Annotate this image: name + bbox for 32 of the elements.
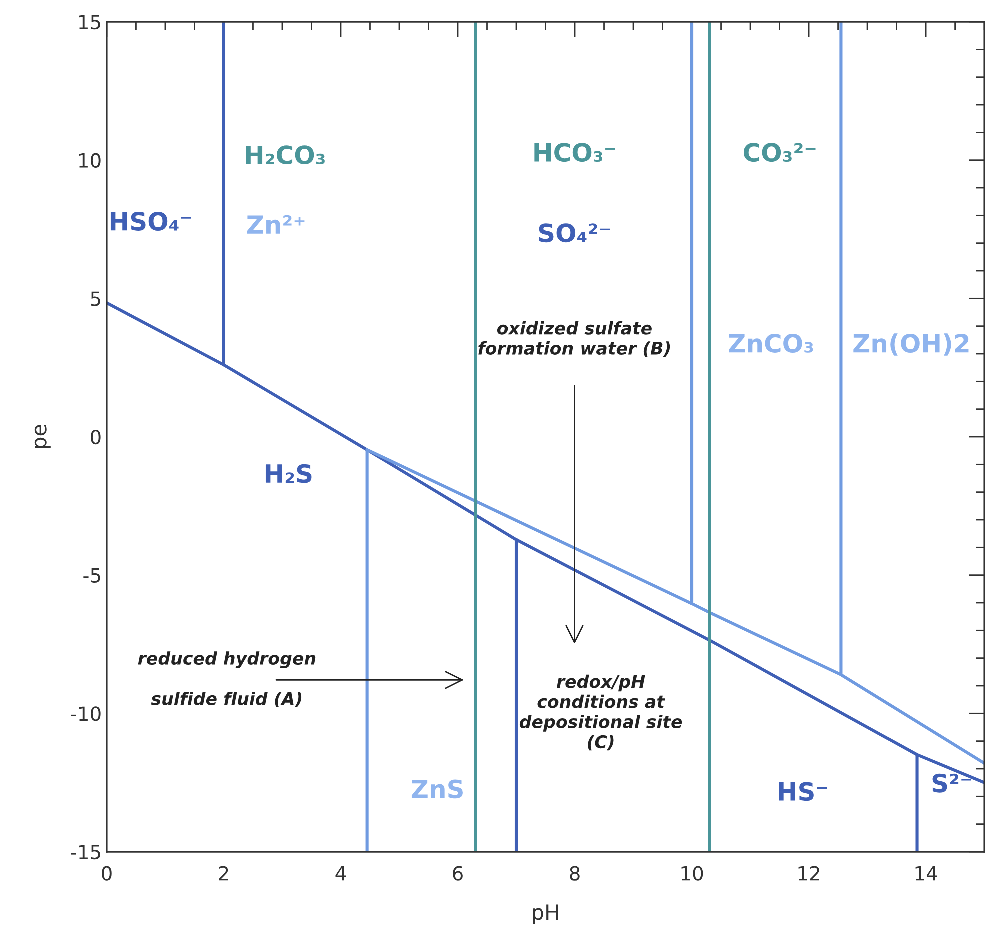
annotation: oxidized sulfate formation water (B): [478, 321, 670, 358]
annotation: HCO₃⁻: [534, 143, 616, 162]
y-tick-label: -10: [71, 706, 101, 722]
annotation: HSO₄⁻: [110, 212, 192, 231]
x-tick-label: 8: [570, 866, 580, 881]
annotation: CO₃²⁻: [744, 143, 816, 162]
annotation: ZnS: [412, 780, 463, 799]
annotation: S²⁻: [932, 774, 972, 793]
x-tick-label: 2: [219, 866, 228, 881]
y-tick-label: -15: [71, 845, 100, 860]
y-tick-label: 5: [91, 292, 100, 306]
annotation: SO₄²⁻: [539, 224, 610, 243]
annotation: H₂S: [266, 464, 312, 484]
x-tick-label: 10: [682, 866, 704, 881]
y-axis-title: pe: [34, 425, 51, 448]
annotation: Zn(OH)2: [854, 334, 969, 356]
text: reduced hydrogen sulfide fluid (A): [138, 652, 316, 708]
annotation: Zn²⁺: [247, 215, 305, 234]
annotation: ZnCO₃: [729, 334, 814, 353]
y-tick-label: -5: [84, 568, 100, 583]
annotation: redox/pH conditions at depositional site (C): [520, 674, 682, 751]
annotation: H₂CO₃: [246, 146, 325, 165]
x-axis-title: pH: [533, 904, 558, 924]
y-tick-label: 10: [79, 153, 101, 168]
x-tick-label: 4: [336, 866, 346, 881]
y-tick-label: 0: [91, 430, 101, 445]
y-tick-label: 15: [79, 15, 100, 30]
x-tick-label: 14: [916, 866, 938, 881]
annotation: HS⁻: [779, 782, 828, 802]
x-tick-label: 0: [102, 866, 112, 881]
x-tick-label: 12: [798, 866, 820, 881]
x-tick-label: 6: [453, 866, 463, 881]
